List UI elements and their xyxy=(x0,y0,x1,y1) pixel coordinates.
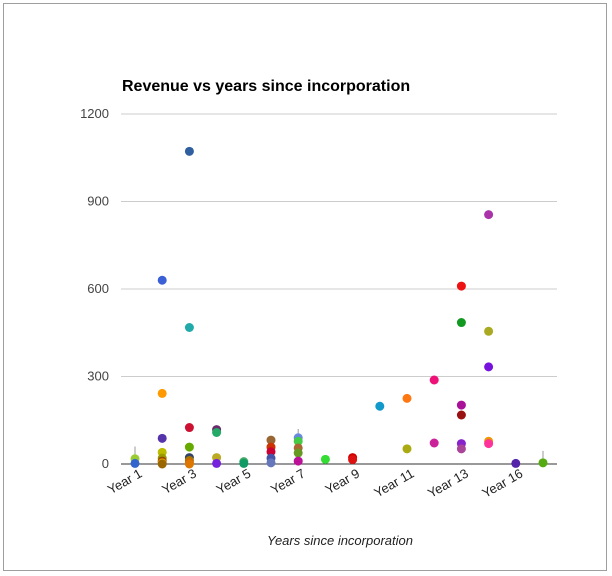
x-tick-label: Year 9 xyxy=(322,466,362,498)
data-point xyxy=(484,362,494,372)
y-tick-label: 600 xyxy=(87,281,109,296)
x-tick-label: Year 16 xyxy=(479,466,525,501)
data-point xyxy=(456,318,466,328)
data-point xyxy=(456,400,466,410)
data-point xyxy=(456,444,466,454)
x-axis-tick-labels: Year 1 Year 3 Year 5 Year 7 Year 9 Year 11 Yea… xyxy=(105,466,525,501)
data-point xyxy=(538,458,548,468)
data-point xyxy=(484,326,494,336)
x-tick-label: Year 3 xyxy=(159,466,199,498)
x-tick-label: Year 1 xyxy=(105,466,145,498)
data-point xyxy=(456,281,466,291)
data-point xyxy=(375,401,385,411)
x-tick-label: Year 5 xyxy=(214,466,254,498)
data-point xyxy=(266,458,276,468)
data-point xyxy=(184,146,194,156)
data-point xyxy=(293,456,303,466)
data-point xyxy=(402,393,412,403)
chart-title: Revenue vs years since incorporation xyxy=(122,78,410,95)
data-point xyxy=(511,458,521,468)
data-point xyxy=(184,442,194,452)
data-point xyxy=(130,458,140,468)
data-points xyxy=(130,146,548,469)
scatter-chart: Revenue vs years since incorporation 0 30… xyxy=(80,78,557,548)
x-tick-label: Year 11 xyxy=(371,466,416,501)
y-tick-label: 0 xyxy=(102,456,109,471)
y-tick-label: 900 xyxy=(87,194,109,209)
y-tick-label: 300 xyxy=(87,369,109,384)
data-point xyxy=(293,448,303,458)
data-point xyxy=(293,436,303,446)
data-point xyxy=(157,433,167,443)
data-point xyxy=(157,388,167,398)
x-tick-label: Year 7 xyxy=(268,466,308,498)
data-point xyxy=(484,210,494,220)
data-point xyxy=(157,275,167,285)
y-axis-tick-labels: 0 300 600 900 1200 xyxy=(80,106,109,471)
data-point xyxy=(184,323,194,332)
data-point xyxy=(184,423,194,433)
data-point xyxy=(348,455,358,465)
data-point xyxy=(212,428,222,437)
data-point xyxy=(484,439,494,449)
y-tick-label: 1200 xyxy=(80,106,109,121)
data-point xyxy=(429,438,439,448)
data-point xyxy=(212,458,222,468)
chart-frame: Revenue vs years since incorporation 0 30… xyxy=(3,3,607,571)
gridlines xyxy=(121,113,557,377)
error-bars xyxy=(134,429,544,464)
data-point xyxy=(402,444,412,454)
x-axis-label: Years since incorporation xyxy=(267,533,413,548)
data-point xyxy=(266,435,276,445)
data-point xyxy=(456,410,466,420)
data-point xyxy=(429,375,439,385)
data-point xyxy=(239,458,249,468)
data-point xyxy=(184,459,194,469)
data-point xyxy=(266,447,276,457)
data-point xyxy=(157,459,167,469)
x-tick-label: Year 13 xyxy=(425,466,471,501)
data-point xyxy=(320,454,330,464)
